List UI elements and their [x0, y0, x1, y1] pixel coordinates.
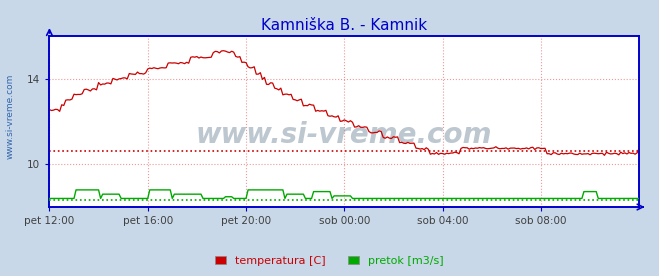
Legend: temperatura [C], pretok [m3/s]: temperatura [C], pretok [m3/s] — [211, 251, 448, 270]
Text: www.si-vreme.com: www.si-vreme.com — [5, 73, 14, 159]
Title: Kamniška B. - Kamnik: Kamniška B. - Kamnik — [261, 18, 428, 33]
Text: www.si-vreme.com: www.si-vreme.com — [196, 121, 492, 149]
